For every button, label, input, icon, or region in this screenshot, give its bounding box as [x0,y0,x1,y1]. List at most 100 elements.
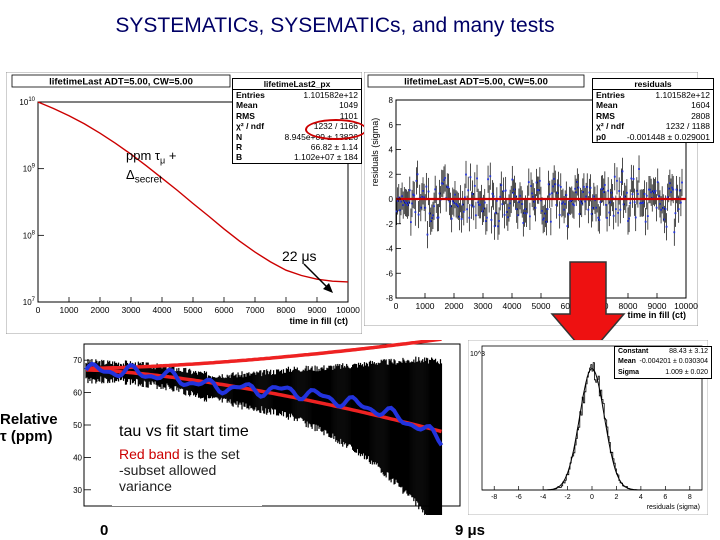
residual-point [598,219,601,221]
residual-point [504,189,507,192]
stat-key: B [236,152,243,163]
residual-point [499,195,502,198]
residual-point [501,203,504,206]
residual-point [440,182,443,185]
residual-point [478,203,481,206]
residual-point [650,191,653,194]
delta-text: Δ [126,167,135,182]
residual-point [573,204,575,207]
stat-key: Mean [236,100,258,111]
x-tick-label: 8000 [619,301,638,311]
residual-point [491,192,494,195]
residual-point [447,186,450,189]
residual-point [441,182,444,185]
residual-point [455,202,457,205]
y-tick-label: 108 [23,230,36,240]
residual-point [502,190,505,193]
x-tick-label: 10000 [336,305,360,315]
residual-point [592,195,595,198]
residual-point [537,189,540,192]
residual-point [411,202,413,205]
residual-point [519,194,521,197]
residual-point [505,211,508,213]
stat-value: 1101 [339,110,358,121]
y-tick-label: -2 [386,220,394,229]
y-tick-label: -4 [386,245,394,254]
residual-point [601,187,604,190]
residual-point [407,201,410,204]
residual-point [668,182,671,185]
histogram-bars [482,362,702,491]
residual-point [547,183,550,186]
big-red-down-arrow [550,261,626,358]
x-tick-label: 0 [590,494,594,501]
stat-row: Constant 88.43 ± 3.12 [615,347,711,357]
stat-key: Sigma [618,368,640,376]
stat-value: 1232 / 1188 [665,121,710,132]
residual-point [487,178,489,181]
residual-point [574,187,577,190]
residual-point [544,212,547,215]
red-band-lower [85,368,442,434]
residual-point [422,189,424,192]
x-tick-label: 8000 [277,305,296,315]
residual-point [613,175,616,178]
x-tick-label: 8 [688,494,692,501]
residual-point [472,205,475,208]
residual-point [416,173,419,176]
gaussian-fit [543,368,641,491]
residual-point [610,191,613,194]
residual-point [413,194,416,197]
residual-point [645,194,648,197]
residual-point [536,189,539,192]
stat-key: Mean [596,100,618,111]
stat-row: p0 -0.001448 ± 0.029001 [593,132,713,142]
residual-point [667,187,670,190]
residual-point [401,195,403,198]
residual-point [551,192,553,195]
stat-row: χ² / ndf 1232 / 1188 [593,121,713,131]
relative-tau-line1: Relative [0,411,58,428]
x-tick-label: 9000 [308,305,327,315]
x-tick-label: 5000 [184,305,203,315]
residual-point [679,201,682,204]
residual-point [482,207,485,210]
residual-point [554,183,557,186]
residual-point [452,202,455,204]
mu-subscript: μ [160,155,166,166]
residual-point [608,211,611,214]
stat-row: Entries 1.101582e+12 [233,90,361,100]
residual-point [427,190,430,193]
stat-key: N [236,131,243,142]
stat-row: Sigma 1.009 ± 0.020 [615,368,711,378]
residual-point [557,184,560,187]
red-band-upper [86,340,442,371]
stat-row: B 1.102e+07 ± 184 [233,152,361,162]
residual-point [500,184,503,187]
x-tick-label: 4 [639,494,643,501]
residual-point [599,201,602,204]
residual-point [558,214,561,216]
histogram-x-label: residuals (sigma) [647,504,700,511]
residual-point [469,176,472,179]
stat-key: RMS [236,110,255,121]
stat-key: χ² / ndf [596,121,625,132]
stat-row: Mean -0.004201 ± 0.030304 [615,357,711,367]
residual-point [631,193,634,196]
residual-point [444,177,446,179]
red-band-rest: is the set [179,446,240,462]
residual-point [405,202,408,205]
stat-value: 1049 [339,100,358,111]
residual-point [426,233,429,236]
residual-point [657,195,660,197]
residual-point [637,193,639,195]
residual-point [511,178,514,181]
residual-point [663,218,666,221]
residual-point [492,195,495,198]
residual-point [525,212,528,215]
residual-point [578,213,581,215]
residual-point [581,191,584,193]
residuals-scatter [395,155,683,249]
x-tick-label: 7000 [246,305,265,315]
x-tick-label: -6 [516,494,522,501]
